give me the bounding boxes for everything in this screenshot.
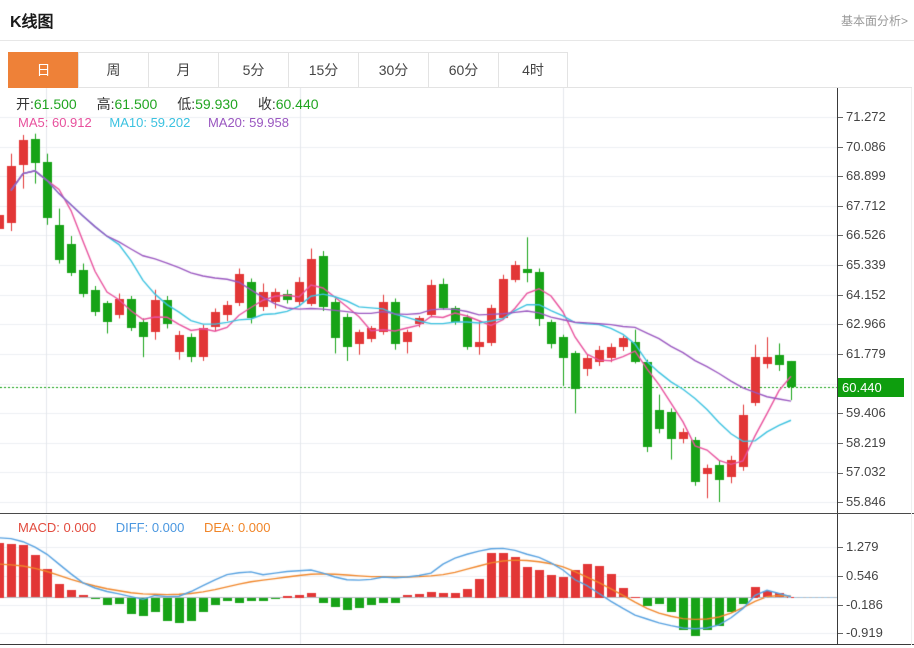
ma5-item: MA5: 60.912 [18,115,92,130]
axis-tick: 55.846 [838,494,886,510]
ohlc-legend: 开:61.500 高:61.500 低:59.930 收:60.440 [16,94,335,114]
high-label: 高: [96,96,115,112]
diff-item: DIFF: 0.000 [116,520,185,535]
macd-item: MACD: 0.000 [18,520,96,535]
ma10-item: MA10: 59.202 [109,115,190,130]
macd-label: MACD: [18,520,60,535]
axis-tick: 0.546 [838,568,879,584]
dea-value: 0.000 [237,520,271,535]
open-item: 开:61.500 [16,96,77,112]
candlestick-chart[interactable] [0,88,838,513]
axis-tick: 70.086 [838,139,886,155]
axis-tick: -0.186 [838,597,883,613]
diff-label: DIFF: [115,520,149,535]
ma20-value: 59.958 [249,115,289,130]
ma20-item: MA20: 59.958 [208,115,289,130]
low-item: 低:59.930 [177,96,238,112]
high-value: 61.500 [114,96,158,112]
tab-day[interactable]: 日 [8,52,78,88]
open-label: 开: [16,96,34,112]
axis-tick: 65.339 [838,257,886,273]
ma5-value: 60.912 [51,115,92,130]
close-value: 60.440 [275,96,319,112]
macd-legend: MACD: 0.000 DIFF: 0.000 DEA: 0.000 [18,520,287,535]
tab-month[interactable]: 月 [148,52,218,88]
macd-value: 0.000 [63,520,97,535]
axis-tick: 58.219 [838,435,886,451]
page-title: K线图 [10,14,54,31]
right-edge-border [911,88,912,645]
axis-tick: 71.272 [838,109,886,125]
axis-tick: 67.712 [838,198,886,214]
tab-week[interactable]: 周 [78,52,148,88]
ma-legend: MA5: 60.912 MA10: 59.202 MA20: 59.958 [18,115,303,130]
dea-label: DEA: [203,520,235,535]
title-divider [0,40,914,41]
chart-bottom-border [0,644,914,645]
ma5-label: MA5: [18,115,49,130]
current-price-tag: 60.440 [838,378,904,397]
ma10-label: MA10: [109,115,147,130]
ma10-value: 59.202 [150,115,191,130]
low-label: 低: [177,96,196,112]
close-item: 收:60.440 [258,96,319,112]
fundamental-analysis-link[interactable]: 基本面分析> [840,14,908,28]
axis-tick: 57.032 [838,464,886,480]
ma20-label: MA20: [207,115,246,130]
open-value: 61.500 [33,96,77,112]
macd-chart[interactable] [0,515,838,645]
dea-item: DEA: 0.000 [204,520,271,535]
panel-divider [0,513,914,514]
tab-30min[interactable]: 30分 [358,52,428,88]
diff-value: 0.000 [151,520,185,535]
low-value: 59.930 [195,96,238,112]
tab-60min[interactable]: 60分 [428,52,498,88]
axis-tick: 66.526 [838,227,886,243]
axis-tick: 61.779 [838,346,886,362]
axis-tick: -0.919 [838,625,883,641]
tab-4hour[interactable]: 4时 [498,52,568,88]
close-label: 收: [257,96,276,112]
price-axis-line [837,88,838,645]
chart-area: 开:61.500 高:61.500 低:59.930 收:60.440 MA5:… [0,88,914,645]
axis-tick: 68.899 [838,168,886,184]
axis-tick: 1.279 [838,539,879,555]
axis-tick: 64.152 [838,287,886,303]
high-item: 高:61.500 [97,96,158,112]
period-tabs: 日 周 月 5分 15分 30分 60分 4时 [8,52,912,88]
axis-tick: 62.966 [838,316,886,332]
tab-5min[interactable]: 5分 [218,52,288,88]
axis-tick: 59.406 [838,405,886,421]
tab-15min[interactable]: 15分 [288,52,358,88]
